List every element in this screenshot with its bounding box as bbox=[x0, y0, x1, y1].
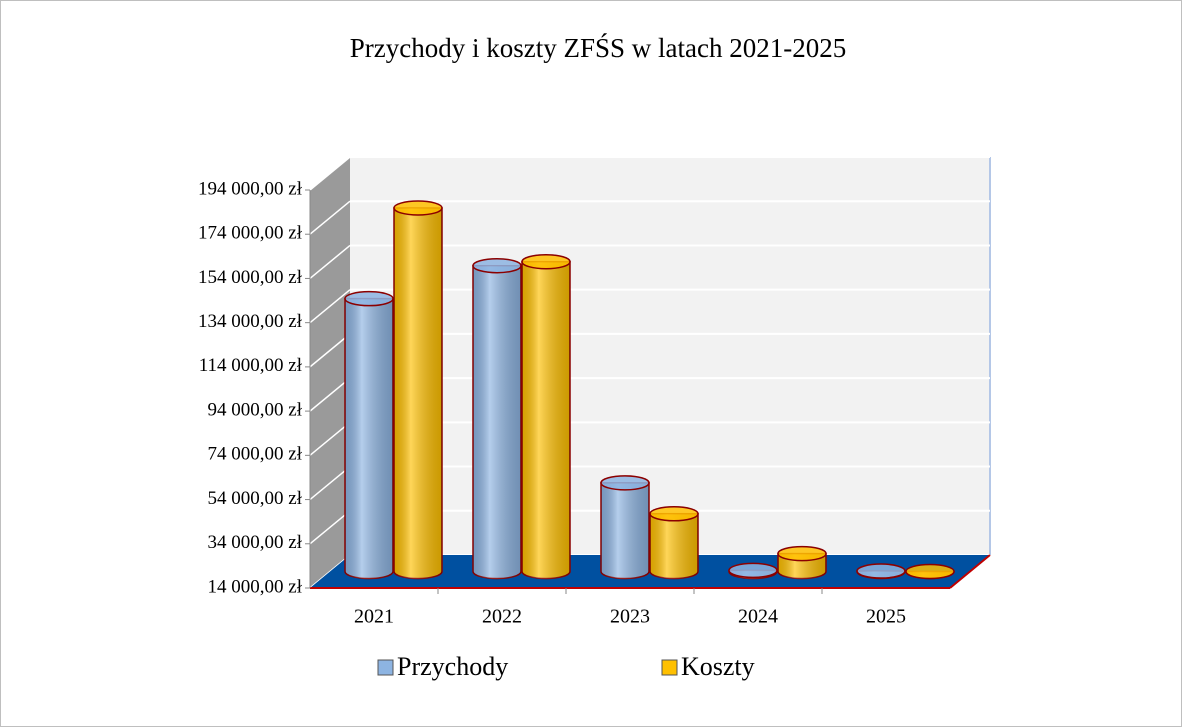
side-grid-line bbox=[309, 289, 351, 324]
legend-swatch bbox=[661, 659, 678, 676]
side-wall bbox=[310, 157, 350, 588]
x-tick-label: 2023 bbox=[610, 606, 650, 628]
side-grid-line bbox=[309, 244, 351, 280]
y-tick-label: 154 000,00 zł bbox=[198, 267, 303, 288]
y-tick-label: 54 000,00 zł bbox=[208, 488, 303, 509]
y-tick-label: 114 000,00 zł bbox=[199, 355, 303, 376]
x-tick-label: 2022 bbox=[482, 606, 522, 628]
side-grid-line bbox=[309, 465, 351, 501]
x-tick-label: 2024 bbox=[738, 606, 778, 628]
bar-shade bbox=[601, 482, 649, 579]
bar-top bbox=[521, 253, 571, 270]
side-grid-line bbox=[309, 421, 351, 456]
side-grid-line bbox=[309, 377, 351, 412]
bar-shade bbox=[345, 298, 393, 579]
back-wall bbox=[350, 157, 990, 555]
bar-top bbox=[905, 563, 955, 580]
bar-top bbox=[856, 563, 906, 579]
bar-top bbox=[472, 257, 522, 274]
y-tick-label: 94 000,00 zł bbox=[208, 399, 303, 420]
x-tick-label: 2025 bbox=[866, 606, 906, 628]
bar-top bbox=[344, 290, 394, 307]
y-tick-label: 34 000,00 zł bbox=[208, 532, 303, 553]
y-tick-label: 134 000,00 zł bbox=[198, 311, 303, 332]
side-grid-line bbox=[309, 156, 351, 191]
side-grid-line bbox=[309, 333, 351, 368]
bar-top bbox=[649, 506, 699, 522]
bar-shade bbox=[650, 513, 698, 579]
floor-side-edge bbox=[949, 554, 991, 589]
legend-label: Koszty bbox=[681, 652, 755, 681]
y-tick-label: 174 000,00 zł bbox=[198, 223, 303, 244]
bar-shade bbox=[522, 261, 570, 579]
legend-swatch bbox=[377, 659, 394, 676]
bar-shade bbox=[473, 265, 521, 579]
side-grid-line bbox=[309, 510, 351, 545]
y-tick-label: 194 000,00 zł bbox=[198, 178, 303, 199]
bar-top bbox=[600, 475, 650, 491]
x-tick-label: 2021 bbox=[354, 606, 394, 628]
bar-top bbox=[728, 562, 778, 579]
side-grid-line bbox=[309, 200, 351, 235]
bar-top bbox=[393, 200, 443, 216]
chart-title: Przychody i koszty ZFŚS w latach 2021-20… bbox=[350, 33, 846, 63]
legend-label: Przychody bbox=[397, 652, 508, 681]
bar-shade bbox=[394, 207, 442, 579]
y-tick-label: 74 000,00 zł bbox=[208, 444, 303, 465]
bar-top bbox=[777, 545, 827, 562]
y-tick-label: 14 000,00 zł bbox=[208, 576, 303, 597]
